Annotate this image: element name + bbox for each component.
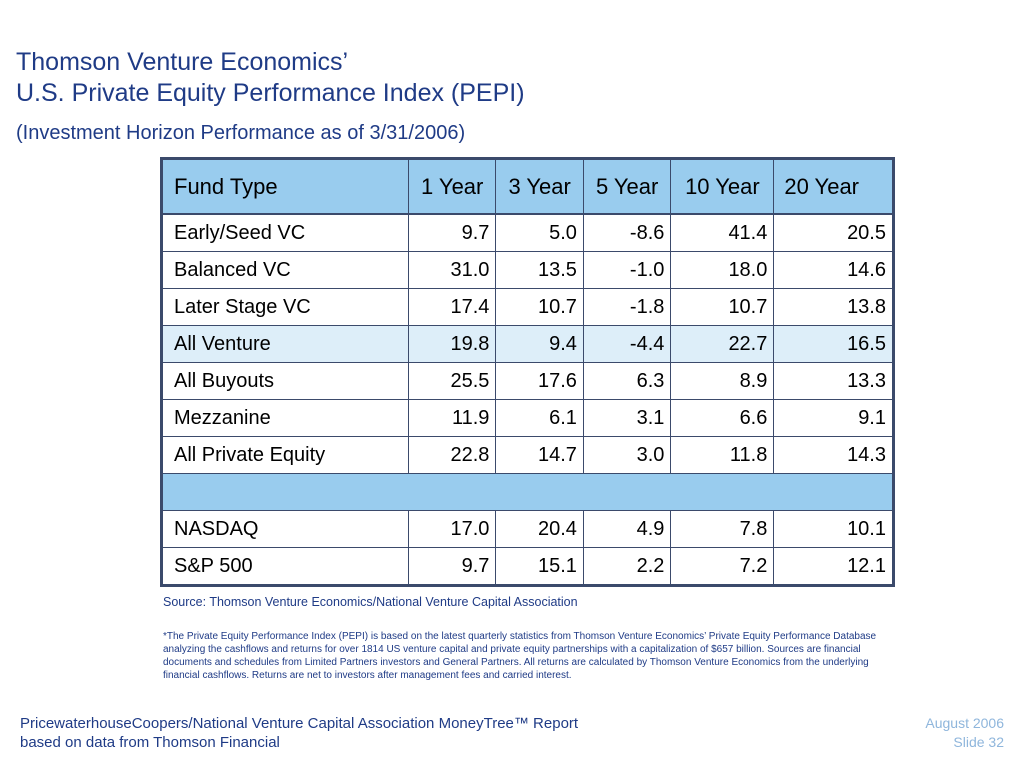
value-cell: 25.5	[407, 362, 497, 400]
title-line-1: Thomson Venture Economics’	[16, 48, 349, 76]
table-row: Early/Seed VC 9.7 5.0 -8.6 41.4 20.5	[161, 213, 894, 252]
fund-type-cell: Mezzanine	[161, 399, 409, 437]
value-cell: 12.1	[773, 547, 894, 586]
fund-type-cell: Later Stage VC	[161, 288, 409, 326]
slide-number: Slide 32	[953, 734, 1004, 750]
table-separator-row	[161, 473, 894, 511]
value-cell: 9.4	[495, 325, 584, 363]
footer-date: August 2006	[925, 715, 1004, 731]
table-row-highlighted: All Venture 19.8 9.4 -4.4 22.7 16.5	[161, 325, 894, 363]
value-cell: 41.4	[670, 213, 775, 252]
table-row: Balanced VC 31.0 13.5 -1.0 18.0 14.6	[161, 251, 894, 289]
value-cell: 10.7	[670, 288, 775, 326]
value-cell: 17.0	[407, 510, 497, 548]
value-cell: 14.7	[495, 436, 584, 474]
slide-subtitle: (Investment Horizon Performance as of 3/…	[16, 122, 466, 144]
source-note: Source: Thomson Venture Economics/Nation…	[163, 595, 578, 609]
column-header-fund-type: Fund Type	[161, 158, 409, 215]
table-row: Later Stage VC 17.4 10.7 -1.8 10.7 13.8	[161, 288, 894, 326]
column-header-10-year: 10 Year	[670, 158, 775, 215]
value-cell: 7.2	[670, 547, 775, 586]
fund-type-cell: NASDAQ	[161, 510, 409, 548]
value-cell: 8.9	[670, 362, 775, 400]
value-cell: 31.0	[407, 251, 497, 289]
table-row: All Private Equity 22.8 14.7 3.0 11.8 14…	[161, 436, 894, 474]
column-header-1-year: 1 Year	[407, 158, 497, 215]
value-cell: -1.8	[582, 288, 672, 326]
value-cell: 9.7	[407, 547, 497, 586]
value-cell: 17.6	[495, 362, 584, 400]
value-cell: 22.8	[407, 436, 497, 474]
value-cell: 7.8	[670, 510, 775, 548]
value-cell: 10.1	[773, 510, 894, 548]
footer-line-1: PricewaterhouseCoopers/National Venture …	[20, 715, 579, 732]
footer-slide-info: August 2006 Slide 32	[925, 714, 1004, 752]
value-cell: -8.6	[582, 213, 672, 252]
value-cell: 14.3	[773, 436, 894, 474]
value-cell: 2.2	[582, 547, 672, 586]
column-header-20-year: 20 Year	[773, 158, 894, 215]
value-cell: 22.7	[670, 325, 775, 363]
table-row: Mezzanine 11.9 6.1 3.1 6.6 9.1	[161, 399, 894, 437]
value-cell: 20.5	[773, 213, 894, 252]
value-cell: 17.4	[407, 288, 497, 326]
table-row: NASDAQ 17.0 20.4 4.9 7.8 10.1	[161, 510, 894, 548]
fund-type-cell: All Venture	[161, 325, 409, 363]
value-cell: 6.3	[582, 362, 672, 400]
performance-table: Fund Type 1 Year 3 Year 5 Year 10 Year 2…	[160, 157, 895, 587]
value-cell: 18.0	[670, 251, 775, 289]
value-cell: 19.8	[407, 325, 497, 363]
value-cell: 11.9	[407, 399, 497, 437]
value-cell: 13.8	[773, 288, 894, 326]
value-cell: 20.4	[495, 510, 584, 548]
value-cell: 6.6	[670, 399, 775, 437]
value-cell: 3.1	[582, 399, 672, 437]
value-cell: 4.9	[582, 510, 672, 548]
table-row: All Buyouts 25.5 17.6 6.3 8.9 13.3	[161, 362, 894, 400]
value-cell: 16.5	[773, 325, 894, 363]
column-header-3-year: 3 Year	[495, 158, 584, 215]
footnote: *The Private Equity Performance Index (P…	[163, 631, 877, 681]
value-cell: 3.0	[582, 436, 672, 474]
fund-type-cell: All Buyouts	[161, 362, 409, 400]
value-cell: 6.1	[495, 399, 584, 437]
value-cell: 14.6	[773, 251, 894, 289]
value-cell: 5.0	[495, 213, 584, 252]
slide-title: Thomson Venture Economics’ U.S. Private …	[16, 47, 525, 109]
fund-type-cell: S&P 500	[161, 547, 409, 586]
title-line-2: U.S. Private Equity Performance Index (P…	[16, 79, 525, 107]
footer-attribution: PricewaterhouseCoopers/National Venture …	[20, 714, 578, 752]
value-cell: 10.7	[495, 288, 584, 326]
fund-type-cell: All Private Equity	[161, 436, 409, 474]
footer-line-2: based on data from Thomson Financial	[20, 734, 280, 751]
separator-cell	[161, 473, 894, 511]
value-cell: 15.1	[495, 547, 584, 586]
table-header-row: Fund Type 1 Year 3 Year 5 Year 10 Year 2…	[161, 158, 894, 215]
fund-type-cell: Early/Seed VC	[161, 213, 409, 252]
value-cell: 11.8	[670, 436, 775, 474]
value-cell: -4.4	[582, 325, 672, 363]
value-cell: 9.1	[773, 399, 894, 437]
table-row: S&P 500 9.7 15.1 2.2 7.2 12.1	[161, 547, 894, 586]
value-cell: 13.5	[495, 251, 584, 289]
value-cell: -1.0	[582, 251, 672, 289]
value-cell: 9.7	[407, 213, 497, 252]
value-cell: 13.3	[773, 362, 894, 400]
column-header-5-year: 5 Year	[582, 158, 672, 215]
fund-type-cell: Balanced VC	[161, 251, 409, 289]
